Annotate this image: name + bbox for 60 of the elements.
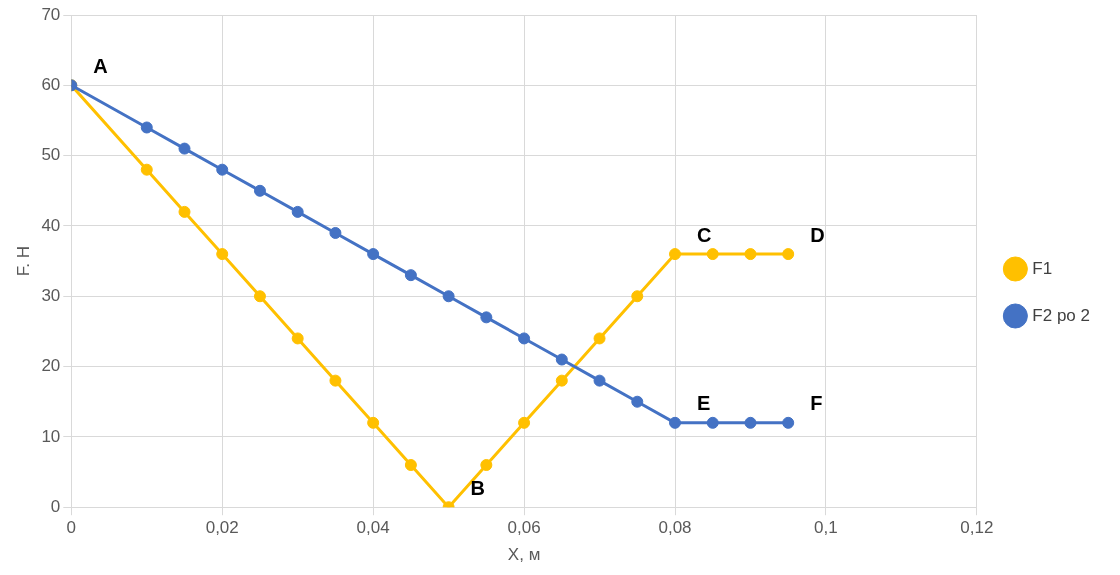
point <box>555 353 568 366</box>
point <box>178 205 191 218</box>
point <box>744 416 757 429</box>
point <box>291 205 304 218</box>
x-axis-title: X, м <box>507 545 541 565</box>
x-tick-label: 0,08 <box>658 518 692 538</box>
point <box>291 332 304 345</box>
point <box>593 374 606 387</box>
point <box>367 248 380 261</box>
y-axis-title: F. H <box>13 245 33 277</box>
y-tick-label: 70 <box>41 4 61 24</box>
annotation: A <box>93 54 108 77</box>
annotation: C <box>697 223 712 246</box>
point <box>140 163 153 176</box>
point <box>178 142 191 155</box>
x-tick-label: 0,02 <box>205 518 239 538</box>
point <box>404 269 417 282</box>
point <box>329 374 342 387</box>
point <box>518 332 531 345</box>
point <box>706 416 719 429</box>
point <box>593 332 606 345</box>
annotation: E <box>697 392 711 415</box>
annotation: F <box>810 392 823 415</box>
y-tick-label: 60 <box>41 75 61 94</box>
x-tick-label: 0,12 <box>960 518 994 538</box>
point <box>253 184 266 197</box>
point <box>480 459 493 472</box>
point <box>404 459 417 472</box>
y-tick-label: 40 <box>41 215 61 235</box>
y-tick-label: 20 <box>41 356 61 376</box>
point <box>669 416 681 429</box>
point <box>744 248 757 261</box>
point <box>631 290 644 303</box>
point <box>253 290 266 303</box>
x-tick-label: 0,06 <box>507 518 541 538</box>
point <box>216 163 229 176</box>
y-tick-label: 30 <box>41 285 61 305</box>
point <box>782 248 795 261</box>
x-tick-label: 0 <box>66 518 77 538</box>
annotation: D <box>810 223 825 246</box>
point <box>140 121 153 134</box>
x-tick-label: 0,1 <box>814 518 838 538</box>
point <box>706 248 719 261</box>
point <box>782 416 795 429</box>
y-tick-label: 50 <box>41 145 61 165</box>
point <box>669 248 681 261</box>
point <box>480 311 493 324</box>
point <box>518 416 531 429</box>
point <box>367 416 380 429</box>
annotation: B <box>470 476 486 499</box>
y-tick-label: 0 <box>50 496 61 516</box>
y-tick-label: 10 <box>41 426 61 446</box>
x-tick-label: 0,04 <box>356 518 390 538</box>
legend-label: F1 <box>1032 258 1053 278</box>
point <box>555 374 568 387</box>
point <box>631 395 644 408</box>
point <box>329 226 342 239</box>
point <box>442 290 455 303</box>
legend-label: F2 po 2 <box>1032 305 1091 325</box>
point <box>216 248 229 261</box>
